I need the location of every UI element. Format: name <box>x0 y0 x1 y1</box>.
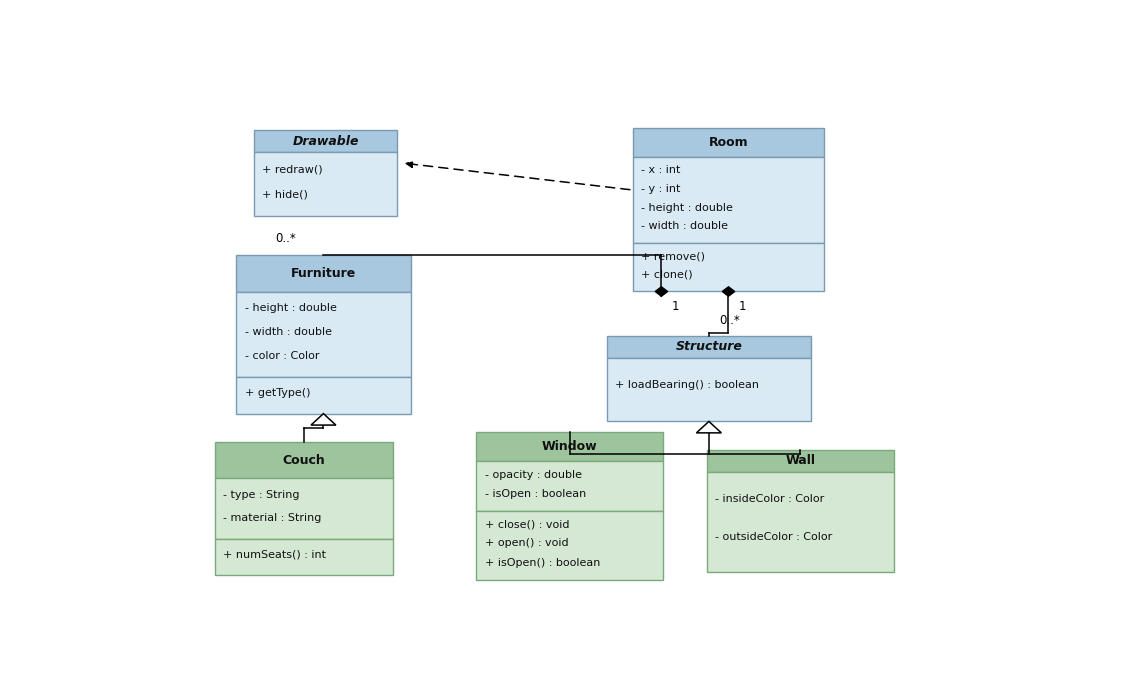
Polygon shape <box>723 287 735 296</box>
Text: + clone(): + clone() <box>642 270 694 280</box>
Text: - color : Color: - color : Color <box>245 351 319 360</box>
Text: - width : double: - width : double <box>245 327 332 337</box>
Bar <box>475 462 663 511</box>
Text: + isOpen() : boolean: + isOpen() : boolean <box>484 558 600 568</box>
Text: + loadBearing() : boolean: + loadBearing() : boolean <box>615 381 759 390</box>
Bar <box>607 335 812 358</box>
Bar <box>475 511 663 580</box>
Text: - height : double: - height : double <box>642 202 733 213</box>
Polygon shape <box>311 414 336 425</box>
Text: - outsideColor : Color: - outsideColor : Color <box>715 533 833 543</box>
Text: 1: 1 <box>738 300 746 313</box>
Text: + open() : void: + open() : void <box>484 539 569 549</box>
Text: 1: 1 <box>672 300 679 313</box>
Text: - insideColor : Color: - insideColor : Color <box>715 494 825 504</box>
Text: Wall: Wall <box>786 454 815 467</box>
Bar <box>254 152 398 216</box>
Bar <box>633 244 824 292</box>
Text: - y : int: - y : int <box>642 184 681 194</box>
Bar <box>707 450 894 472</box>
Text: - isOpen : boolean: - isOpen : boolean <box>484 489 586 499</box>
Text: + remove(): + remove() <box>642 251 706 261</box>
Text: - width : double: - width : double <box>642 221 728 232</box>
Bar <box>236 377 410 414</box>
Text: - height : double: - height : double <box>245 303 337 313</box>
Text: + redraw(): + redraw() <box>262 165 323 174</box>
Text: - x : int: - x : int <box>642 165 681 175</box>
Text: 0..*: 0..* <box>719 315 740 327</box>
Text: Room: Room <box>708 136 749 148</box>
Text: - material : String: - material : String <box>224 513 321 522</box>
Bar <box>607 358 812 421</box>
Text: Drawable: Drawable <box>292 135 359 148</box>
Bar <box>633 157 824 244</box>
Bar <box>254 130 398 152</box>
Text: Couch: Couch <box>282 454 325 467</box>
Text: - opacity : double: - opacity : double <box>484 470 581 480</box>
Text: 0..*: 0..* <box>275 232 297 245</box>
Text: Window: Window <box>542 440 597 453</box>
Text: - type : String: - type : String <box>224 489 300 500</box>
Bar <box>633 128 824 157</box>
Bar <box>707 472 894 572</box>
Text: Furniture: Furniture <box>291 267 356 280</box>
Polygon shape <box>655 287 668 296</box>
Text: + close() : void: + close() : void <box>484 519 569 529</box>
Text: Structure: Structure <box>676 340 742 353</box>
Bar <box>475 432 663 462</box>
Bar <box>236 292 410 377</box>
Bar <box>215 479 393 539</box>
Bar <box>236 255 410 292</box>
Bar <box>215 539 393 575</box>
Text: + numSeats() : int: + numSeats() : int <box>224 549 326 560</box>
Bar <box>215 442 393 479</box>
Text: + getType(): + getType() <box>245 388 310 398</box>
Text: + hide(): + hide() <box>262 189 308 199</box>
Polygon shape <box>697 421 722 433</box>
